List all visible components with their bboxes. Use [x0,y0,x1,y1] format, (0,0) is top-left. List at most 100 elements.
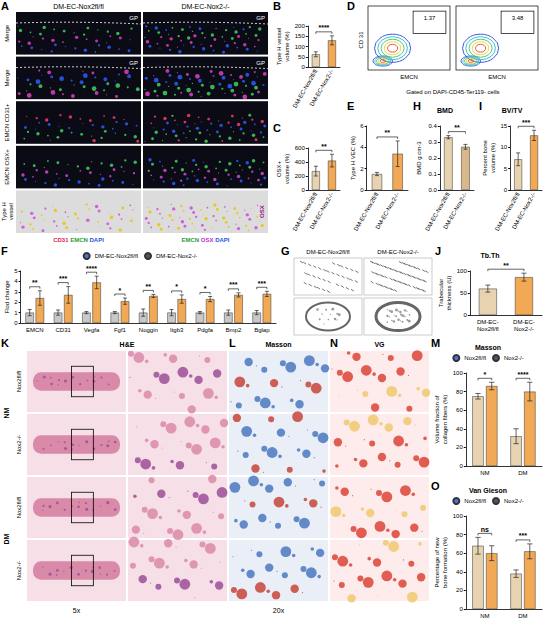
svg-text:NM: NM [3,407,10,418]
svg-text:0.2: 0.2 [428,155,437,161]
svg-text:3: 3 [14,289,18,295]
svg-text:DM-EC-: DM-EC- [513,319,535,325]
svg-text:BMD: BMD [437,107,453,114]
svg-text:60: 60 [456,407,463,413]
svg-text:Trabecular: Trabecular [438,279,444,307]
svg-text:volume (%): volume (%) [490,143,496,173]
svg-text:DM-EC-Nox2-/-: DM-EC-Nox2-/- [309,192,335,231]
svg-text:0: 0 [14,320,18,326]
svg-text:Nox2-/-: Nox2-/- [504,355,524,361]
svg-text:100: 100 [295,44,306,50]
svg-text:CD31 EMCN DAPI: CD31 EMCN DAPI [53,237,104,243]
svg-text:0: 0 [301,64,305,70]
svg-text:4: 4 [14,278,18,284]
svg-text:60: 60 [456,550,463,556]
svg-text:Nox2-/-: Nox2-/- [514,326,534,332]
svg-text:2: 2 [14,299,18,305]
svg-text:5: 5 [504,166,508,172]
svg-text:Type H VEC (%): Type H VEC (%) [350,136,356,180]
svg-text:Van Gieson: Van Gieson [469,487,507,494]
svg-text:**: ** [385,129,391,136]
svg-text:EMCN: EMCN [26,327,44,333]
svg-text:Nox2fl/fl: Nox2fl/fl [464,355,486,361]
svg-text:80: 80 [456,389,463,395]
svg-text:NM: NM [480,613,489,619]
svg-text:15: 15 [501,123,508,129]
svg-text:DM-EC-Nox2-/-: DM-EC-Nox2-/- [156,253,197,259]
svg-text:Percent bone: Percent bone [482,140,488,176]
svg-text:DM-EC-Nox2fl/fl: DM-EC-Nox2fl/fl [53,3,104,10]
svg-text:5: 5 [14,268,18,274]
svg-text:H&E: H&E [120,341,135,348]
svg-text:collagen fibers (%): collagen fibers (%) [442,395,448,445]
svg-text:3.48: 3.48 [512,15,524,21]
svg-text:Itgb3: Itgb3 [170,327,184,333]
svg-text:EMCN CD31+: EMCN CD31+ [4,103,10,142]
svg-text:20x: 20x [273,607,285,614]
svg-text:Masson: Masson [265,341,291,348]
svg-text:****: **** [86,265,97,272]
svg-text:4: 4 [360,144,364,150]
svg-text:Percentage of new: Percentage of new [434,537,440,588]
svg-text:bone formation (%): bone formation (%) [442,537,448,588]
svg-text:6: 6 [360,123,364,129]
svg-text:BV/TV: BV/TV [502,107,523,114]
svg-text:**: ** [32,279,38,286]
svg-text:****: **** [318,24,329,31]
svg-text:DM-EC-Nox2-/-: DM-EC-Nox2-/- [377,249,418,255]
svg-text:EMCN: EMCN [400,74,418,80]
svg-text:Merge: Merge [4,69,10,87]
svg-text:**: ** [146,283,152,290]
svg-text:0.4: 0.4 [428,123,437,129]
svg-text:DM: DM [518,613,527,619]
svg-text:GP: GP [129,15,138,21]
svg-text:50: 50 [460,290,467,296]
svg-text:50: 50 [298,54,305,60]
svg-text:Nox2fl/fl: Nox2fl/fl [464,498,486,504]
svg-text:0.1: 0.1 [428,171,437,177]
svg-text:GP: GP [256,15,265,21]
svg-text:150: 150 [295,33,306,39]
svg-text:Type Hvessel: Type Hvessel [1,202,14,221]
svg-text:Noggin: Noggin [139,327,158,333]
svg-text:Flod change: Flod change [4,280,10,314]
svg-text:80: 80 [456,532,463,538]
svg-text:Fgf1: Fgf1 [114,327,127,333]
svg-text:CD 31: CD 31 [358,31,364,49]
svg-text:DM-EC-Nox2fl/fl: DM-EC-Nox2fl/fl [306,249,349,255]
svg-text:Merge: Merge [4,24,10,42]
svg-text:600: 600 [295,145,306,151]
svg-text:Nox2fl/fl: Nox2fl/fl [477,326,499,332]
svg-text:Nox2fl/fl: Nox2fl/fl [16,497,22,519]
svg-text:DM-EC-Nox2fl/fl: DM-EC-Nox2fl/fl [95,253,138,259]
svg-text:****: **** [517,371,528,378]
svg-text:Masson: Masson [475,344,501,351]
svg-text:BMD g cm-3: BMD g cm-3 [416,141,422,175]
svg-text:***: *** [522,119,530,126]
svg-text:volume (%): volume (%) [284,31,290,61]
svg-text:0.0: 0.0 [428,187,437,193]
svg-text:*: * [119,287,122,294]
svg-text:**: ** [321,143,327,150]
svg-text:5x: 5x [73,607,81,614]
svg-text:Pdgfa: Pdgfa [197,327,213,333]
svg-text:GP: GP [129,60,138,66]
svg-text:Nox2-/-: Nox2-/- [16,435,22,455]
svg-text:200: 200 [295,23,306,29]
svg-text:DM-EC-Nox2-/-: DM-EC-Nox2-/- [181,3,230,10]
svg-text:20: 20 [456,587,463,593]
svg-text:Bglap: Bglap [254,327,270,333]
svg-text:OSX: OSX [259,205,265,218]
svg-text:10: 10 [501,144,508,150]
svg-text:0: 0 [459,463,463,469]
svg-text:20: 20 [456,444,463,450]
svg-text:ns: ns [481,526,489,533]
svg-text:*: * [175,283,178,290]
svg-text:2: 2 [360,166,364,172]
svg-text:***: *** [59,275,67,282]
svg-text:EMCN OSX+: EMCN OSX+ [4,149,10,185]
svg-text:0.3: 0.3 [428,139,437,145]
svg-text:thickness (U): thickness (U) [446,275,452,310]
svg-text:0: 0 [504,187,508,193]
svg-text:CD31: CD31 [55,327,71,333]
